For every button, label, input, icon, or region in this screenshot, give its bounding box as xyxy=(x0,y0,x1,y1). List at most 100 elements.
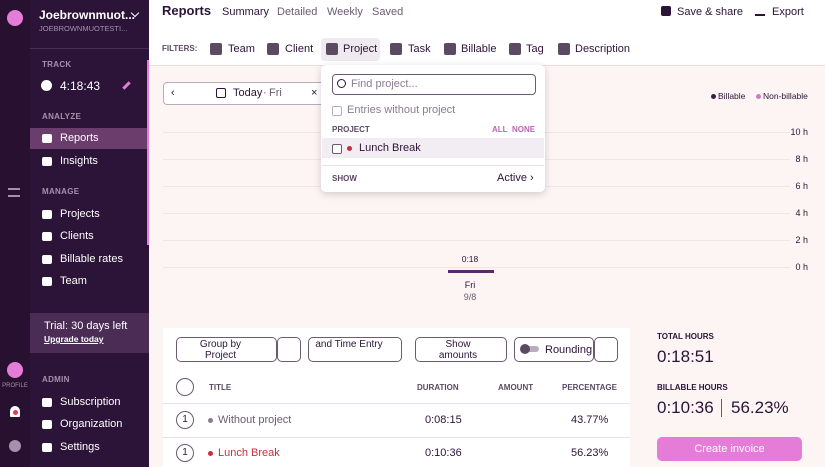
project-dot xyxy=(347,146,352,151)
bar-label: 0:18 xyxy=(461,254,479,264)
logo[interactable] xyxy=(7,10,23,26)
filters-label: FILTERS: xyxy=(162,44,198,53)
nav-item[interactable]: Subscription xyxy=(60,396,121,408)
column-header[interactable]: PERCENTAGE xyxy=(562,383,617,392)
tab[interactable]: Detailed xyxy=(277,6,318,18)
filter[interactable]: Team xyxy=(228,43,255,55)
section-header: MANAGE xyxy=(42,187,80,196)
tab[interactable]: Weekly xyxy=(327,6,363,18)
help-icon[interactable] xyxy=(9,440,21,452)
filter-icon xyxy=(558,43,570,55)
search-placeholder[interactable]: Find project... xyxy=(351,78,418,90)
row-percentage: 43.77% xyxy=(571,414,609,426)
rounding-label: Rounding xyxy=(545,344,593,356)
tab[interactable]: Saved xyxy=(372,6,404,18)
tab[interactable]: Summary xyxy=(222,6,270,18)
select-none[interactable]: NONE xyxy=(512,125,536,134)
trial-box xyxy=(30,313,149,353)
app-rail xyxy=(0,0,30,467)
show-chevron[interactable]: › xyxy=(530,172,534,184)
project-dropdown xyxy=(321,65,545,192)
search-icon xyxy=(337,79,346,88)
date-range: Today xyxy=(233,87,263,99)
column-header[interactable]: AMOUNT xyxy=(498,383,534,392)
nav-icon xyxy=(42,443,52,452)
avatar[interactable] xyxy=(7,362,23,378)
toggle-knob xyxy=(520,344,530,354)
button-text: Show amounts xyxy=(438,339,478,361)
legend-item: Billable xyxy=(718,91,746,101)
legend-item: Non-billable xyxy=(763,91,808,101)
profile-label[interactable]: PROFILE xyxy=(2,383,28,389)
row-divider xyxy=(163,437,630,438)
group-by-button[interactable]: Group by Project xyxy=(176,337,277,362)
nav-item[interactable]: Projects xyxy=(60,208,100,220)
workspace-sub: JOEBROWNMUOTESTI... xyxy=(39,24,128,33)
filter[interactable]: Client xyxy=(285,43,314,55)
nav-icon xyxy=(42,398,52,407)
toggle-track xyxy=(521,346,539,352)
notification-dot xyxy=(13,410,18,415)
save-icon xyxy=(661,6,671,16)
checkbox[interactable] xyxy=(332,106,342,116)
row-percentage: 56.23% xyxy=(571,447,609,459)
without-project[interactable]: Entries without project xyxy=(347,104,456,116)
filter-icon xyxy=(326,43,338,55)
nav-item[interactable]: Organization xyxy=(60,418,123,430)
button-text: Group by Project xyxy=(199,339,242,361)
collapse-all[interactable] xyxy=(176,378,194,396)
divider xyxy=(30,48,149,49)
save-share[interactable]: Save & share xyxy=(677,6,744,18)
filter[interactable]: Task xyxy=(408,43,431,55)
nav-item[interactable]: Reports xyxy=(60,132,99,144)
timer-icon xyxy=(41,80,52,91)
filter-icon xyxy=(390,43,402,55)
settings-button[interactable] xyxy=(594,337,618,362)
row-title[interactable]: Without project xyxy=(218,414,292,426)
calendar-icon xyxy=(216,88,226,98)
show-label: SHOW xyxy=(332,174,357,183)
nav-item[interactable]: Team xyxy=(60,275,87,287)
row-duration: 0:10:36 xyxy=(425,447,462,459)
select-all[interactable]: ALL xyxy=(492,125,508,134)
nav-item[interactable]: Settings xyxy=(60,441,100,453)
column-header[interactable]: TITLE xyxy=(209,383,232,392)
nav-item[interactable]: Insights xyxy=(60,155,98,167)
export[interactable]: Export xyxy=(772,6,804,18)
filter-icon xyxy=(267,43,279,55)
filter-icon xyxy=(444,43,456,55)
prev-button[interactable]: ‹ xyxy=(171,87,175,99)
column-header[interactable]: DURATION xyxy=(417,383,459,392)
bar[interactable] xyxy=(448,270,494,273)
show-value[interactable]: Active xyxy=(497,172,527,184)
search-box[interactable] xyxy=(332,74,536,95)
billable-label: BILLABLE HOURS xyxy=(657,383,728,392)
amounts-button[interactable]: Show amounts xyxy=(415,337,507,362)
sub-group-button[interactable]: and Time Entry xyxy=(308,337,402,362)
filter[interactable]: Tag xyxy=(526,43,544,55)
timer[interactable]: 4:18:43 xyxy=(60,79,101,93)
upgrade-link[interactable]: Upgrade today xyxy=(44,334,104,344)
y-tick-label: 6 h xyxy=(795,181,808,191)
filter[interactable]: Description xyxy=(575,43,631,55)
search-button[interactable] xyxy=(277,337,301,362)
row-title[interactable]: Lunch Break xyxy=(218,447,280,459)
row-count[interactable]: 1 xyxy=(176,444,194,462)
project-option[interactable]: Lunch Break xyxy=(359,142,421,154)
page-title: Reports xyxy=(162,3,212,18)
nav-item[interactable]: Billable rates xyxy=(60,253,123,265)
section-label: PROJECT xyxy=(332,125,370,134)
filter[interactable]: Billable xyxy=(461,43,497,55)
filter[interactable]: Project xyxy=(343,43,378,55)
workspace-name[interactable]: Joebrownmuot... xyxy=(39,8,135,22)
clear-button[interactable]: × xyxy=(311,87,318,99)
checkbox[interactable] xyxy=(332,144,342,154)
filter-icon xyxy=(509,43,521,55)
nav-item[interactable]: Clients xyxy=(60,230,94,242)
create-invoice-button[interactable]: Create invoice xyxy=(657,437,802,461)
row-count[interactable]: 1 xyxy=(176,411,194,429)
divider xyxy=(322,165,544,166)
collapse-icon[interactable] xyxy=(8,188,20,197)
nav-icon xyxy=(42,210,52,219)
